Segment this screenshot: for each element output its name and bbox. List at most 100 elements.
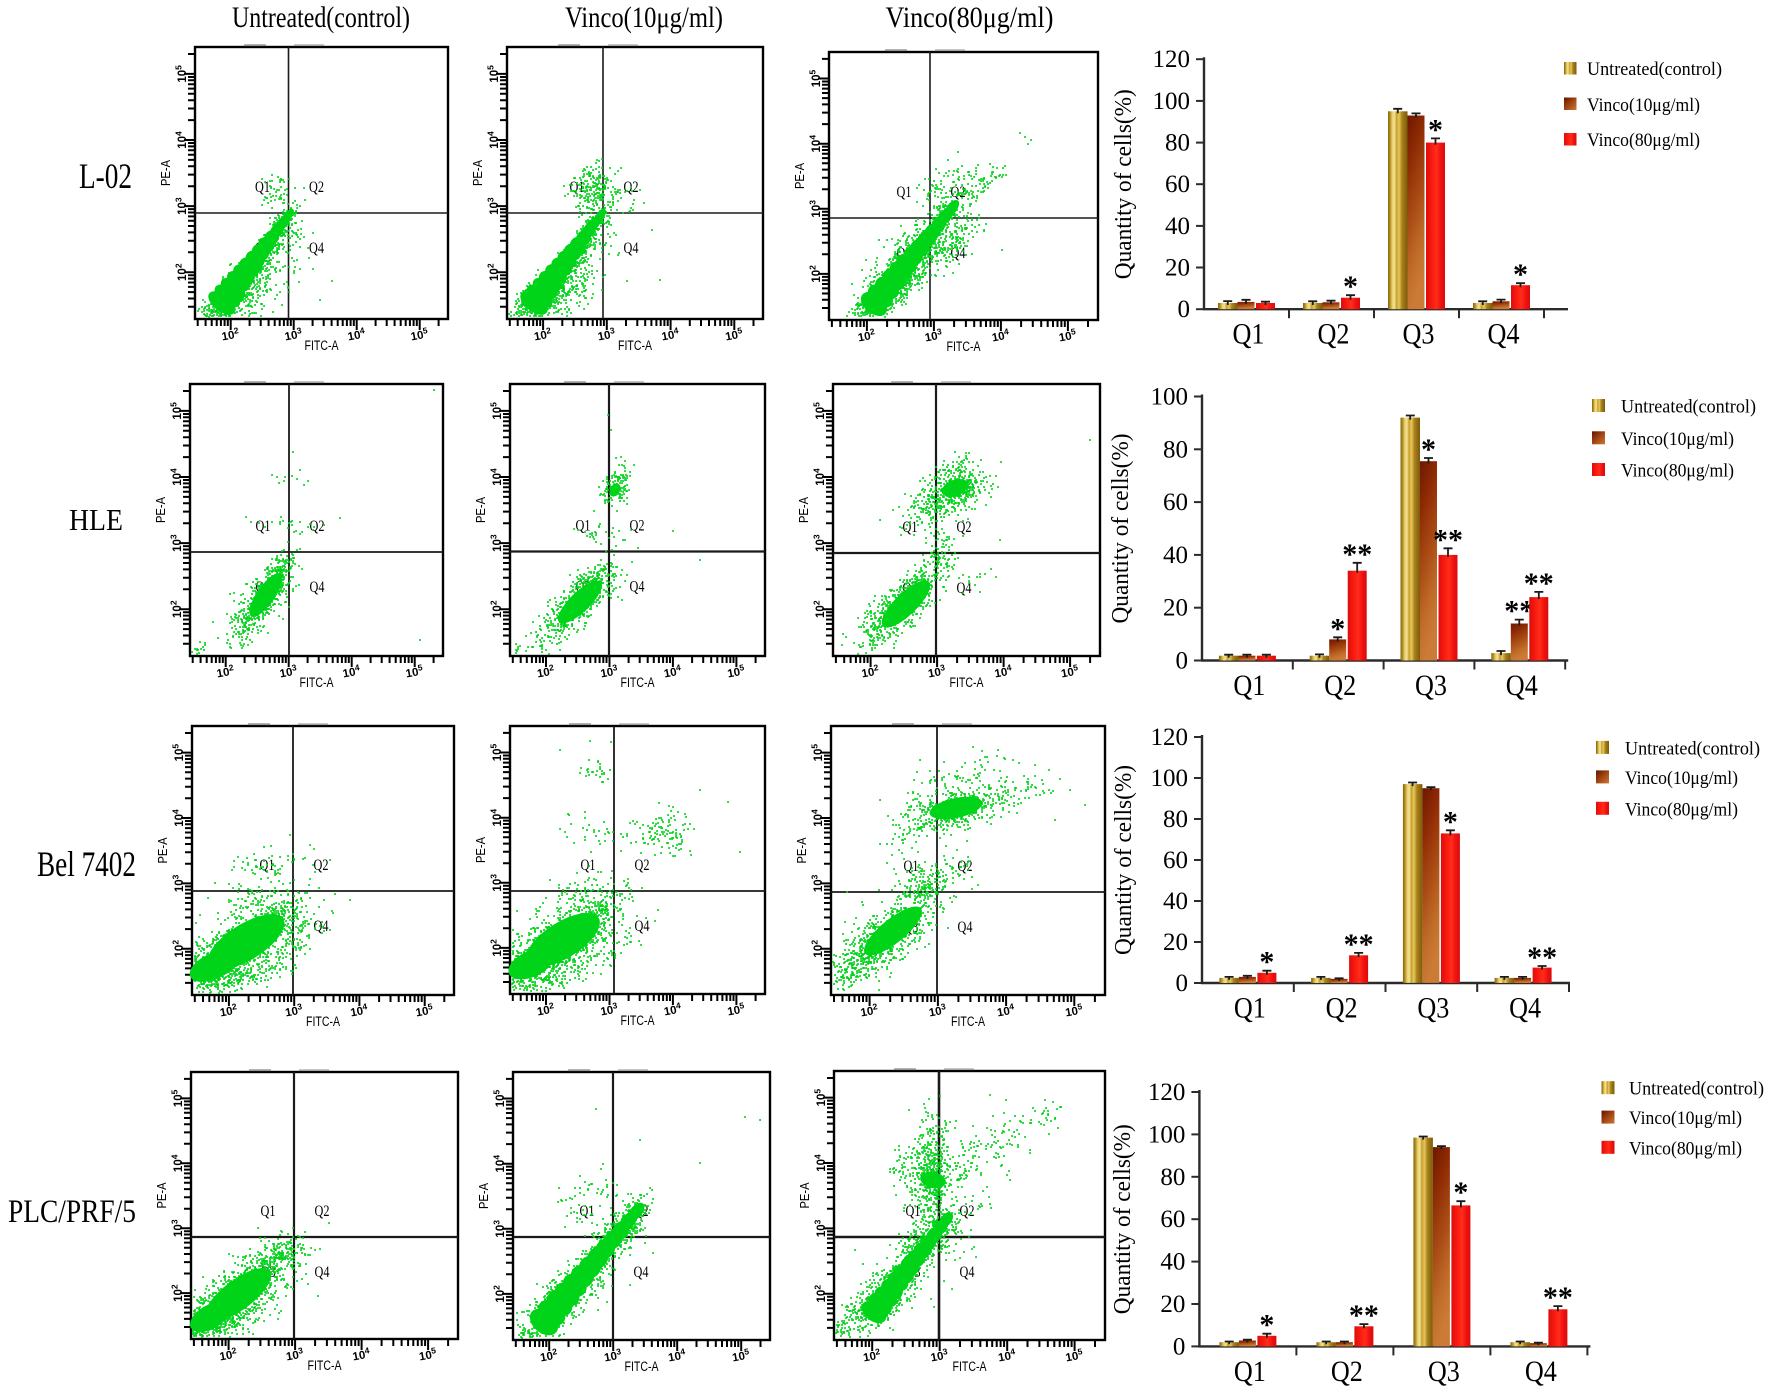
svg-text:Vinco(10μg/ml): Vinco(10μg/ml) — [1621, 430, 1734, 450]
svg-text:Quantity of cells(%): Quantity of cells(%) — [1111, 765, 1137, 955]
svg-text:*: * — [1453, 1176, 1468, 1209]
svg-text:FITC-A: FITC-A — [953, 1359, 987, 1374]
svg-text:FITC-A: FITC-A — [618, 338, 652, 353]
svg-text:100: 100 — [1148, 1121, 1186, 1148]
svg-text:Quantity of cells(%): Quantity of cells(%) — [1110, 1124, 1136, 1314]
svg-text:**: ** — [1342, 538, 1372, 571]
svg-text:80: 80 — [1160, 1164, 1185, 1191]
svg-text:80: 80 — [1165, 130, 1190, 157]
svg-text:*: * — [1259, 946, 1274, 979]
svg-text:PE-A: PE-A — [155, 837, 170, 863]
svg-text:PLC/PRF/5: PLC/PRF/5 — [8, 1194, 136, 1230]
svg-text:Q4: Q4 — [624, 240, 639, 257]
svg-text:80: 80 — [1163, 436, 1188, 463]
svg-text:PE-A: PE-A — [797, 1182, 812, 1208]
svg-text:Q4: Q4 — [1509, 992, 1541, 1025]
svg-text:Q4: Q4 — [1506, 669, 1538, 702]
svg-text:Vinco(10μg/ml): Vinco(10μg/ml) — [565, 1, 723, 34]
svg-text:**: ** — [1349, 1299, 1379, 1332]
svg-text:Q3: Q3 — [1428, 1355, 1460, 1388]
svg-text:FITC-A: FITC-A — [951, 1014, 985, 1029]
svg-text:PE-A: PE-A — [158, 160, 173, 186]
svg-text:Q4: Q4 — [1525, 1355, 1557, 1388]
svg-text:Untreated(control): Untreated(control) — [1625, 739, 1760, 759]
svg-text:FITC-A: FITC-A — [621, 675, 655, 690]
svg-text:Vinco(80μg/ml): Vinco(80μg/ml) — [1621, 462, 1734, 482]
svg-text:Vinco(10μg/ml): Vinco(10μg/ml) — [1629, 1109, 1742, 1129]
svg-text:Q2: Q2 — [309, 179, 324, 196]
svg-text:Q2: Q2 — [314, 857, 329, 874]
svg-text:PE-A: PE-A — [476, 1183, 491, 1209]
svg-text:Quantity of cells(%): Quantity of cells(%) — [1111, 89, 1137, 279]
svg-text:20: 20 — [1160, 1291, 1185, 1318]
svg-text:Untreated(control): Untreated(control) — [1629, 1080, 1764, 1100]
svg-text:Q3: Q3 — [1417, 992, 1449, 1025]
svg-text:Q4: Q4 — [1488, 318, 1520, 351]
svg-text:Q4: Q4 — [958, 919, 973, 936]
svg-text:FITC-A: FITC-A — [950, 675, 984, 690]
svg-text:PE-A: PE-A — [792, 163, 807, 189]
svg-text:Q2: Q2 — [1324, 669, 1356, 702]
svg-text:FITC-A: FITC-A — [308, 1358, 342, 1373]
svg-text:40: 40 — [1165, 213, 1190, 240]
svg-text:Untreated(control): Untreated(control) — [1587, 60, 1722, 80]
svg-text:**: ** — [1524, 567, 1554, 600]
svg-text:20: 20 — [1165, 255, 1190, 282]
svg-text:FITC-A: FITC-A — [305, 338, 339, 353]
svg-text:Q2: Q2 — [315, 1203, 330, 1220]
svg-text:L-02: L-02 — [79, 156, 132, 196]
svg-text:60: 60 — [1165, 171, 1190, 198]
svg-text:PE-A: PE-A — [470, 160, 485, 186]
svg-text:120: 120 — [1148, 1079, 1186, 1106]
svg-text:Untreated(control): Untreated(control) — [1621, 398, 1756, 418]
svg-text:**: ** — [1344, 928, 1374, 961]
svg-text:*: * — [1259, 1309, 1274, 1342]
svg-text:Q4: Q4 — [957, 580, 972, 597]
svg-text:PE-A: PE-A — [796, 497, 811, 523]
svg-text:Q2: Q2 — [957, 519, 972, 536]
svg-text:Q4: Q4 — [314, 918, 329, 935]
svg-text:Q2: Q2 — [1331, 1355, 1363, 1388]
svg-text:PE-A: PE-A — [154, 1182, 169, 1208]
svg-text:*: * — [1443, 805, 1458, 838]
svg-text:Q2: Q2 — [1326, 992, 1358, 1025]
svg-text:100: 100 — [1153, 88, 1191, 115]
svg-text:PE-A: PE-A — [153, 497, 168, 523]
svg-text:Q1: Q1 — [1233, 669, 1265, 702]
svg-text:Q4: Q4 — [634, 1264, 649, 1281]
svg-text:0: 0 — [1178, 296, 1191, 323]
svg-text:20: 20 — [1163, 595, 1188, 622]
svg-text:*: * — [1343, 270, 1358, 303]
svg-text:PE-A: PE-A — [794, 837, 809, 863]
svg-text:*: * — [1330, 612, 1345, 645]
svg-text:Q4: Q4 — [635, 918, 650, 935]
svg-text:Q1: Q1 — [581, 857, 596, 874]
svg-text:100: 100 — [1151, 384, 1189, 411]
svg-text:Q4: Q4 — [315, 1264, 330, 1281]
svg-text:120: 120 — [1151, 724, 1189, 751]
svg-text:20: 20 — [1163, 929, 1188, 956]
svg-text:40: 40 — [1163, 542, 1188, 569]
svg-text:0: 0 — [1173, 1333, 1186, 1360]
svg-text:Q1: Q1 — [256, 518, 271, 535]
svg-text:Q1: Q1 — [897, 184, 912, 201]
svg-text:Q1: Q1 — [903, 519, 918, 536]
svg-text:0: 0 — [1176, 970, 1189, 997]
svg-text:Q4: Q4 — [310, 579, 325, 596]
svg-text:0: 0 — [1176, 648, 1189, 675]
svg-text:PE-A: PE-A — [473, 497, 488, 523]
svg-text:Bel 7402: Bel 7402 — [37, 844, 136, 884]
svg-text:40: 40 — [1163, 888, 1188, 915]
svg-text:Q3: Q3 — [1403, 318, 1435, 351]
svg-text:60: 60 — [1163, 847, 1188, 874]
svg-text:Q3: Q3 — [1415, 669, 1447, 702]
svg-text:Q4: Q4 — [630, 579, 645, 596]
svg-text:Q1: Q1 — [906, 1203, 921, 1220]
svg-text:Q1: Q1 — [255, 179, 270, 196]
svg-text:Q1: Q1 — [580, 1203, 595, 1220]
svg-text:100: 100 — [1151, 765, 1189, 792]
svg-text:Q2: Q2 — [630, 518, 645, 535]
svg-text:**: ** — [1527, 941, 1557, 974]
svg-text:**: ** — [1543, 1281, 1573, 1314]
svg-text:**: ** — [1433, 523, 1463, 556]
